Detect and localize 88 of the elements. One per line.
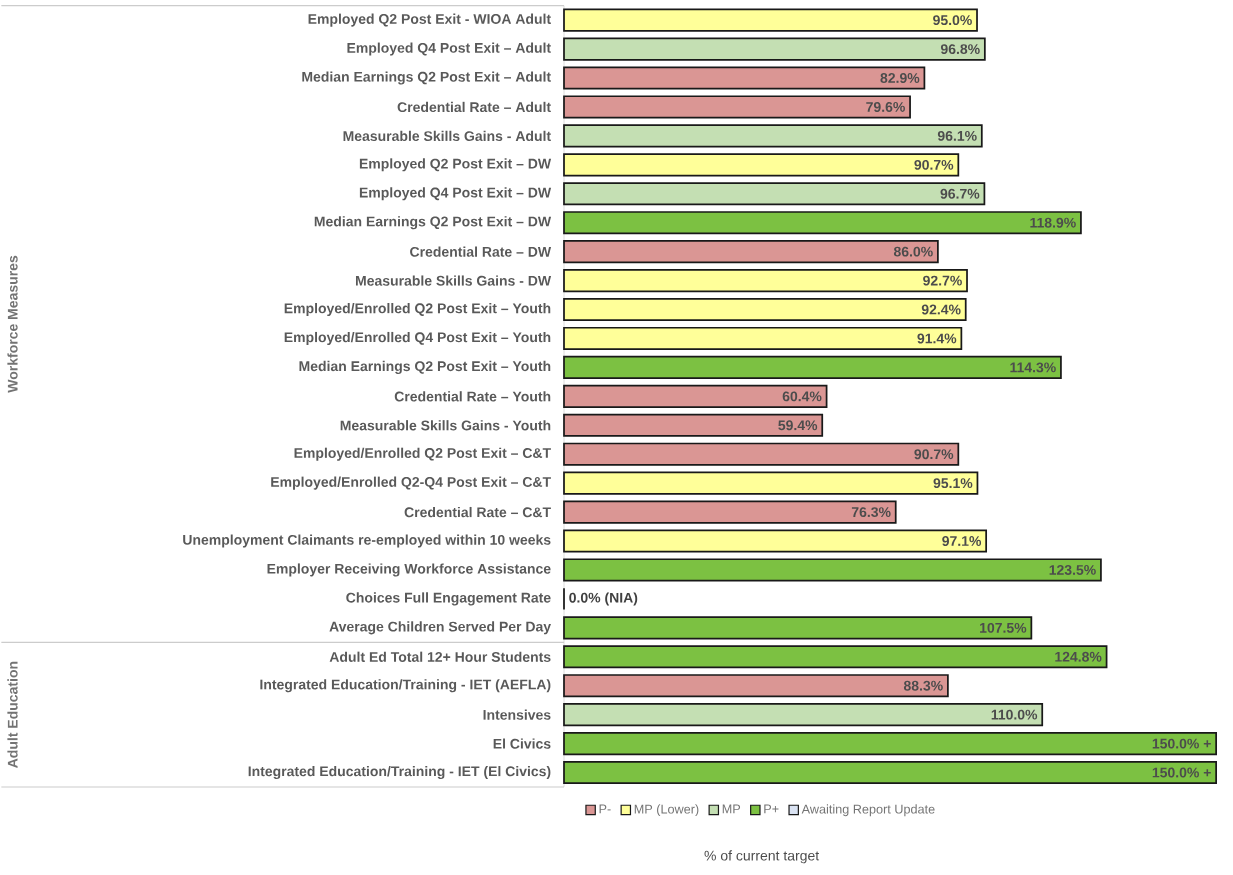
y-tick-label: Employed/Enrolled Q2 Post Exit – C&T: [294, 447, 551, 461]
data-label: 76.3%: [851, 507, 891, 518]
bar: [563, 616, 1033, 640]
data-label: 96.7%: [940, 188, 980, 199]
data-label: 150.0% +: [1152, 738, 1211, 749]
bar: [563, 182, 986, 206]
data-label: 118.9%: [1030, 217, 1076, 228]
y-tick-label: Unemployment Claimants re-employed within 10 weeks: [183, 534, 551, 548]
y-tick-label: Employed/Enrolled Q2 Post Exit – Youth: [284, 303, 551, 317]
bar: [563, 8, 978, 32]
data-label: 90.7%: [914, 159, 954, 170]
data-label: 107.5%: [980, 622, 1027, 633]
legend-label: MP (Lower): [634, 804, 699, 817]
data-label: 59.4%: [778, 420, 818, 431]
bar: [563, 558, 1102, 582]
bar: [563, 153, 960, 177]
bar: [563, 760, 1218, 785]
y-tick-label: Employed Q4 Post Exit – Adult: [347, 42, 551, 56]
legend-label: P+: [764, 804, 779, 814]
bar: [563, 500, 897, 524]
data-label: 123.5%: [1049, 565, 1096, 575]
legend-label: Awaiting Report Update: [801, 804, 935, 817]
legend-label: MP: [722, 804, 741, 814]
legend-label: P-: [599, 804, 611, 814]
data-label: 150.0% +: [1152, 767, 1211, 778]
y-tick-label: Median Earnings Q2 Post Exit – DW: [314, 216, 552, 230]
y-tick-label: Credential Rate – Adult: [397, 101, 551, 113]
y-tick-label: Integrated Education/Training - IET (AEFLA): [260, 679, 551, 693]
y-tick-label: Employer Receiving Workforce Assistance: [267, 563, 551, 577]
y-tick-label: Choices Full Engagement Rate: [346, 592, 551, 606]
y-tick-label: El Civics: [493, 738, 551, 749]
y-tick-label: Credential Rate – C&T: [404, 506, 551, 518]
data-label: 79.6%: [866, 102, 905, 112]
data-label: 90.7%: [914, 449, 954, 460]
text: Adult Education: [7, 661, 18, 768]
y-tick-label: Integrated Education/Training - IET (El Civics): [248, 765, 551, 780]
y-tick-label: Measurable Skills Gains - DW: [355, 275, 552, 286]
y-tick-label: Measurable Skills Gains - Youth: [340, 420, 551, 431]
text: % of current target: [704, 850, 820, 864]
y-tick-label: Median Earnings Q2 Post Exit – Adult: [302, 71, 551, 85]
bar: [563, 124, 983, 148]
y-tick-label: Employed/Enrolled Q4 Post Exit – Youth: [284, 331, 551, 345]
text: Workforce Measures: [7, 255, 18, 393]
data-label: 92.4%: [921, 304, 961, 315]
data-label: 60.4%: [782, 391, 822, 402]
data-label: 86.0%: [893, 246, 933, 257]
bar: [563, 703, 1044, 727]
y-tick-label: Employed Q4 Post Exit – DW: [359, 187, 552, 201]
bar: [563, 529, 988, 553]
bar: [563, 95, 911, 119]
bar: [563, 674, 949, 698]
y-tick-label: Median Earnings Q2 Post Exit – Youth: [299, 360, 551, 374]
bar: [563, 37, 986, 61]
y-tick-label: Credential Rate – Youth: [394, 391, 551, 402]
y-tick-label: Employed Q2 Post Exit - WIOA Adult: [308, 13, 551, 27]
bar: [563, 645, 1108, 669]
y-tick-label: Adult Ed Total 12+ Hour Students: [329, 651, 551, 662]
y-tick-label: Measurable Skills Gains - Adult: [343, 130, 551, 142]
data-label: 124.8%: [1055, 651, 1102, 662]
data-label: 92.7%: [923, 275, 962, 286]
data-label: 88.3%: [903, 680, 943, 691]
bar: [563, 442, 960, 466]
data-label: 91.4%: [917, 333, 957, 344]
data-label: 114.3%: [1010, 362, 1056, 373]
data-label: 95.1%: [933, 478, 973, 489]
y-tick-label: Average Children Served Per Day: [329, 621, 551, 635]
data-label: 96.8%: [940, 44, 980, 55]
y-tick-label: Credential Rate – DW: [410, 246, 552, 257]
data-label: 0.0% (NIA): [569, 592, 638, 606]
data-label: 82.9%: [880, 73, 920, 83]
bar: [563, 297, 967, 322]
bar: [563, 211, 1082, 235]
data-label: 97.1%: [942, 536, 982, 546]
data-label: 95.0%: [933, 15, 972, 26]
bar: [563, 732, 1218, 756]
y-tick-label: Intensives: [483, 709, 551, 720]
bar: [563, 355, 1062, 379]
y-tick-label: Employed Q2 Post Exit – DW: [359, 158, 552, 172]
bar: [563, 384, 828, 408]
data-label: 96.1%: [937, 130, 977, 141]
bar: [563, 413, 824, 437]
bar: [563, 269, 968, 293]
y-tick-label: Employed/Enrolled Q2-Q4 Post Exit – C&T: [271, 476, 551, 490]
bar: [563, 240, 939, 264]
bar: [563, 471, 979, 495]
bar: [563, 66, 926, 90]
data-label: 110.0%: [991, 709, 1038, 720]
bar: [563, 326, 963, 351]
